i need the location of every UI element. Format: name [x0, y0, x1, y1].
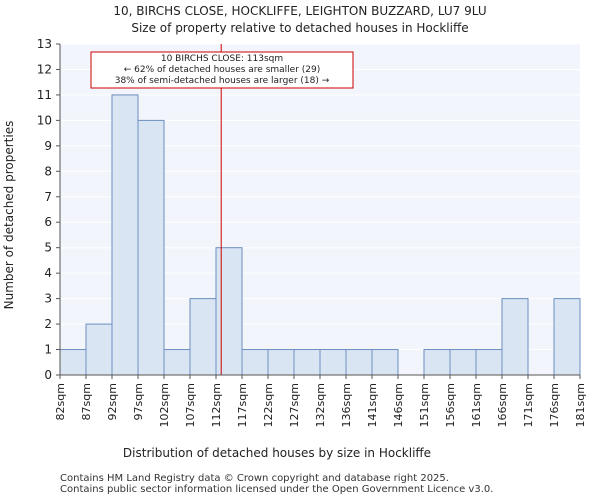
y-axis-label: Number of detached properties	[2, 121, 16, 310]
histogram-bar	[85, 323, 113, 376]
x-tick-label: 107sqm	[184, 383, 197, 427]
annotation-line-1: 10 BIRCHS CLOSE: 113sqm	[161, 54, 283, 64]
annotation-line-3: 38% of semi-detached houses are larger (…	[115, 76, 330, 86]
histogram-bar	[59, 349, 87, 376]
x-tick-label: 181sqm	[574, 383, 587, 427]
x-tick-label: 102sqm	[158, 383, 171, 427]
y-tick-label: 13	[37, 37, 52, 51]
y-tick-label: 4	[44, 266, 52, 280]
footer-line-2: Contains public sector information licen…	[60, 484, 494, 495]
x-tick-label: 82sqm	[54, 383, 67, 420]
y-tick-label: 9	[44, 139, 52, 153]
chart-title: 10, BIRCHS CLOSE, HOCKLIFFE, LEIGHTON BU…	[113, 4, 486, 18]
x-tick-label: 136sqm	[340, 383, 353, 427]
chart-subtitle: Size of property relative to detached ho…	[131, 21, 468, 35]
histogram-bar	[241, 349, 269, 376]
histogram-bar	[137, 119, 165, 376]
y-tick-label: 2	[44, 317, 52, 331]
histogram-bar	[475, 349, 503, 376]
x-tick-label: 117sqm	[236, 383, 249, 427]
annotation-box: 10 BIRCHS CLOSE: 113sqm ← 62% of detache…	[90, 51, 354, 89]
histogram-bar	[449, 349, 477, 376]
y-tick-label: 1	[44, 343, 52, 357]
footer-line-1: Contains HM Land Registry data © Crown c…	[60, 473, 449, 484]
x-tick-label: 112sqm	[210, 383, 223, 427]
histogram-bar	[371, 349, 399, 376]
histogram-bar	[267, 349, 295, 376]
x-tick-label: 171sqm	[522, 383, 535, 427]
histogram-bar	[553, 298, 581, 376]
y-tick-label: 5	[44, 241, 52, 255]
histogram-bar	[215, 247, 243, 376]
histogram-bar	[111, 94, 139, 376]
x-tick-label: 166sqm	[496, 383, 509, 427]
histogram-bar	[319, 349, 347, 376]
histogram-bar	[423, 349, 451, 376]
histogram-bar	[189, 298, 217, 376]
x-tick-label: 122sqm	[262, 383, 275, 427]
x-tick-label: 97sqm	[132, 383, 145, 420]
x-tick-label: 127sqm	[288, 383, 301, 427]
x-tick-label: 146sqm	[392, 383, 405, 427]
y-tick-label: 11	[37, 88, 52, 102]
y-tick-label: 8	[44, 164, 52, 178]
x-tick-label: 161sqm	[470, 383, 483, 427]
x-axis-label: Distribution of detached houses by size …	[123, 446, 431, 460]
x-tick-label: 141sqm	[366, 383, 379, 427]
annotation-line-2: ← 62% of detached houses are smaller (29…	[124, 65, 321, 75]
y-tick-label: 10	[37, 113, 52, 127]
x-tick-label: 87sqm	[80, 383, 93, 420]
y-tick-label: 7	[44, 190, 52, 204]
y-tick-label: 6	[44, 215, 52, 229]
histogram-bar	[163, 349, 191, 376]
x-tick-label: 156sqm	[444, 383, 457, 427]
y-tick-label: 12	[37, 62, 52, 76]
histogram-bar	[293, 349, 321, 376]
y-tick-label: 0	[44, 368, 52, 382]
x-tick-label: 176sqm	[548, 383, 561, 427]
x-tick-label: 92sqm	[106, 383, 119, 420]
histogram-bar	[345, 349, 373, 376]
x-tick-label: 132sqm	[314, 383, 327, 427]
x-tick-label: 151sqm	[418, 383, 431, 427]
histogram-bar	[501, 298, 529, 376]
y-tick-label: 3	[44, 292, 52, 306]
annotation-frame	[90, 51, 354, 89]
